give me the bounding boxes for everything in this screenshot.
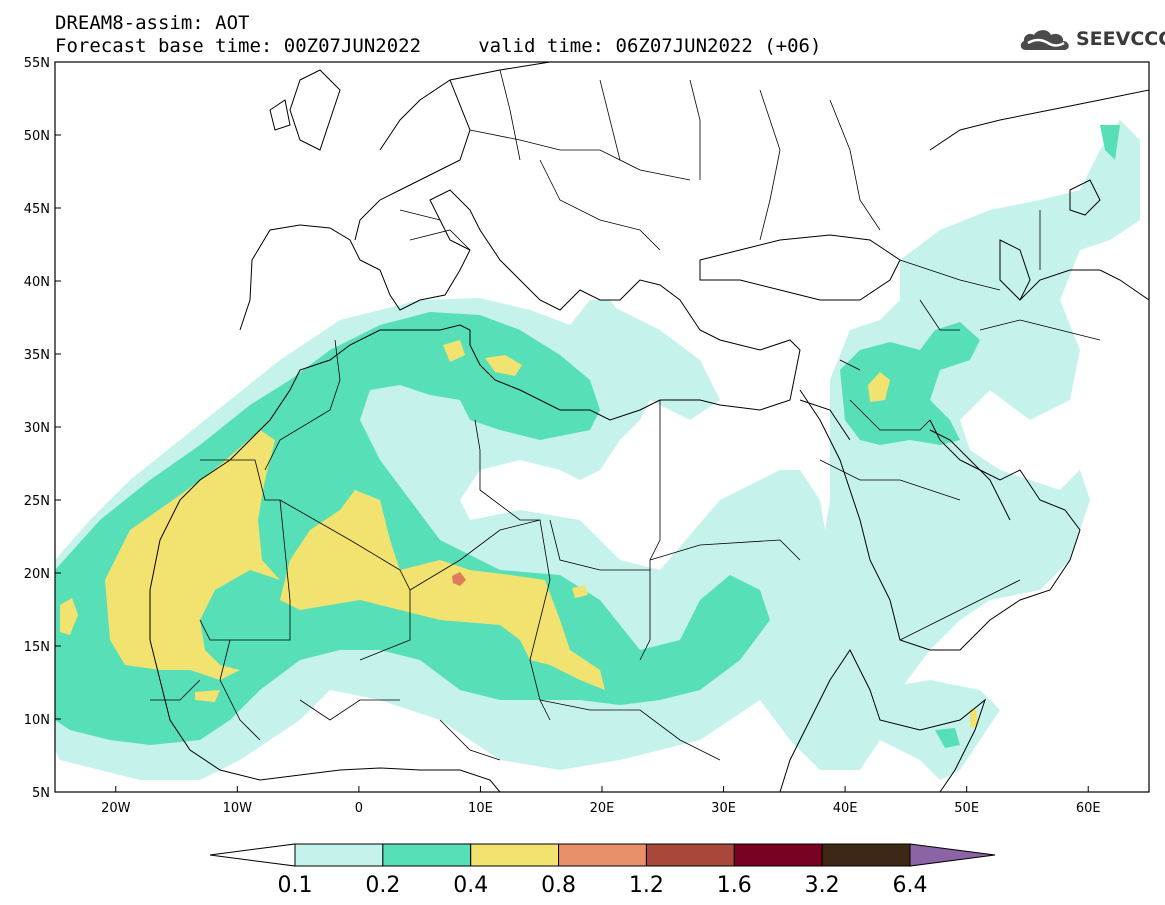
aot-0.4-region-guinea (195, 690, 220, 702)
aot-0.4-region-west-coast (60, 598, 78, 635)
aot-0.4-region-libya-coast (485, 355, 522, 376)
aot-0.4-region-tunisia (443, 340, 465, 362)
colorbar-label: 1.2 (629, 873, 664, 898)
lat-tick-label: 35N (24, 348, 50, 363)
aot-0.1-region-middle-east (820, 120, 1140, 740)
lat-tick-label: 50N (24, 129, 50, 144)
colorbar-label: 0.2 (365, 873, 400, 898)
colorbar-box (645, 843, 735, 867)
lat-tick-label: 30N (24, 421, 50, 436)
longitude-axis: 20W 10W 0 10E 20E 30E 40E 50E 60E (101, 786, 1101, 816)
seevccc-logo: SEEVCCC (1018, 26, 1165, 54)
aot-0.2-region-west-africa (55, 312, 770, 745)
aot-0.2-region-iraq (840, 322, 980, 445)
logo-text: SEEVCCC (1076, 28, 1165, 50)
colorbar-label: 1.6 (717, 873, 752, 898)
lon-tick-label: 40E (833, 801, 858, 816)
aot-0.2-region-caspian (1100, 125, 1120, 160)
aot-0.4-region-somalia-spot (970, 708, 978, 728)
latitude-axis: 55N 50N 45N 40N 35N 30N 25N 20N 15N 10N 5N (24, 56, 61, 801)
lat-tick-label: 40N (24, 275, 50, 290)
aot-0.2-region-somalia (935, 728, 960, 748)
aot-0.4-region-iraq-core (868, 372, 890, 402)
colorbar-box (470, 843, 560, 867)
lon-tick-label: 60E (1076, 801, 1101, 816)
aot-0.4-region-chad-spot (572, 585, 588, 598)
lat-tick-label: 25N (24, 494, 50, 509)
colorbar-label: 0.8 (541, 873, 576, 898)
colorbar-label: 0.4 (453, 873, 488, 898)
colorbar-low-arrow (209, 843, 296, 867)
colorbar-label: 6.4 (893, 873, 928, 898)
aot-map: 55N 50N 45N 40N 35N 30N 25N 20N 15N 10N 5N 20W 10W 0… (24, 56, 1150, 816)
lon-tick-label: 30E (711, 801, 736, 816)
lon-tick-label: 20W (101, 801, 131, 816)
lat-tick-label: 15N (24, 640, 50, 655)
colorbar-label: 0.1 (278, 873, 313, 898)
aot-contours (55, 120, 1140, 780)
colorbar-box (294, 843, 384, 867)
lat-tick-label: 45N (24, 202, 50, 217)
lon-tick-label: 50E (954, 801, 979, 816)
colorbar-box (733, 843, 823, 867)
colorbar-box (821, 843, 911, 867)
colorbar-high-arrow (909, 843, 996, 867)
aot-0.1-region-sahara-east (600, 300, 720, 420)
lon-tick-label: 10W (223, 801, 253, 816)
lat-tick-label: 5N (32, 786, 50, 801)
lon-tick-label: 10E (468, 801, 493, 816)
cloud-icon (1020, 30, 1069, 50)
lat-tick-label: 55N (24, 56, 50, 71)
colorbar-box (558, 843, 647, 867)
lon-tick-label: 20E (590, 801, 615, 816)
aot-0.4-region-sahel-central (280, 490, 605, 690)
colorbar-label: 3.2 (805, 873, 840, 898)
lat-tick-label: 20N (24, 567, 50, 582)
colorbar-box (382, 843, 472, 867)
aot-0.4-region-mauritania (105, 430, 280, 680)
aot-0.8-region-niger-spot (452, 572, 466, 586)
lat-tick-label: 10N (24, 713, 50, 728)
lon-tick-label: 0 (355, 801, 363, 816)
forecast-time-line: Forecast base time: 00Z07JUN2022 valid t… (55, 35, 822, 57)
coastlines (149, 62, 1149, 792)
country-borders (150, 69, 1101, 761)
chart-title: DREAM8-assim: AOT (55, 12, 250, 34)
